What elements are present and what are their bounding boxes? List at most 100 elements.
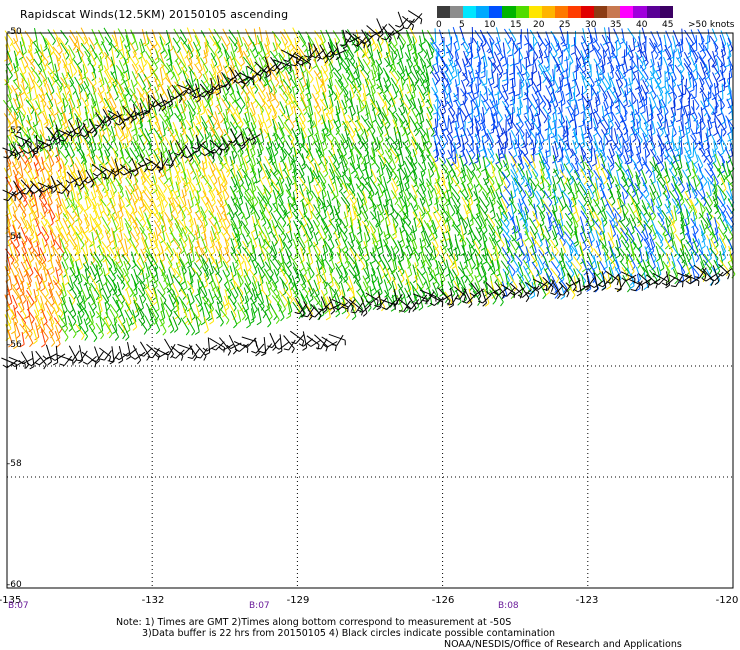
wind-barb	[361, 49, 371, 62]
wind-barb-flag	[538, 61, 544, 66]
wind-barb-flag	[167, 69, 173, 73]
wind-barb-flag	[419, 120, 425, 125]
wind-barb-flag	[453, 93, 459, 98]
wind-barb	[347, 78, 357, 90]
wind-barb	[624, 90, 628, 105]
wind-barb-flag	[216, 140, 221, 145]
wind-barb	[446, 47, 454, 63]
wind-barb-flag	[131, 128, 136, 132]
wind-barb	[13, 37, 21, 52]
wind-barb-flag	[465, 82, 470, 87]
wind-barb	[586, 55, 592, 72]
wind-barb	[365, 168, 370, 183]
wind-barb-flag	[656, 173, 660, 179]
wind-barb	[602, 93, 609, 108]
wind-barb	[336, 100, 341, 113]
wind-barb	[148, 63, 153, 76]
wind-barb-flag	[438, 41, 444, 46]
wind-barb-flag	[128, 158, 133, 164]
wind-barb	[136, 87, 145, 100]
wind-barb	[601, 59, 605, 73]
wind-barb-flag	[267, 104, 272, 109]
wind-barb-flag	[444, 141, 449, 146]
wind-barb	[329, 98, 334, 112]
wind-barb	[672, 35, 677, 52]
wind-barb	[674, 184, 684, 198]
wind-barb-flag	[107, 146, 111, 152]
wind-barb	[3, 113, 12, 124]
wind-barb	[35, 48, 43, 63]
wind-barb	[690, 57, 697, 69]
wind-barb-flag	[624, 194, 629, 200]
wind-barb-flag	[425, 92, 431, 97]
wind-barb	[517, 106, 521, 123]
wind-barb-flag	[275, 180, 280, 186]
wind-barb	[250, 101, 256, 114]
wind-barb-flag	[542, 78, 547, 84]
wind-barb-flag	[42, 68, 47, 73]
wind-barb-flag	[353, 69, 357, 75]
wind-barb-flag	[212, 187, 216, 192]
wind-barb-flag	[589, 49, 594, 53]
wind-barb	[625, 124, 629, 141]
wind-barb	[188, 127, 195, 141]
wind-barb	[567, 107, 574, 120]
wind-barb-flag	[83, 40, 88, 45]
wind-barb-flag	[699, 48, 705, 53]
wind-barb	[657, 85, 664, 99]
wind-barb	[333, 71, 344, 85]
wind-barb	[180, 133, 186, 146]
wind-barb	[123, 79, 130, 94]
wind-barb	[277, 121, 285, 136]
wind-barb	[146, 76, 152, 91]
wind-barb-flag	[591, 91, 596, 97]
wind-barb	[25, 99, 35, 110]
wind-barb	[329, 104, 334, 120]
wind-barb	[618, 98, 621, 113]
wind-barb-flag	[563, 69, 569, 73]
wind-barb	[58, 37, 69, 51]
wind-barb	[708, 59, 711, 72]
wind-barb-flag	[398, 57, 404, 61]
wind-barb	[80, 27, 89, 41]
wind-barb	[55, 55, 61, 70]
wind-barb-flag	[226, 172, 231, 178]
wind-barb-flag	[722, 68, 727, 74]
wind-barb	[262, 98, 272, 111]
wind-barb	[27, 49, 35, 61]
wind-barb-flag	[312, 65, 317, 69]
wind-barb-flag	[295, 40, 300, 45]
wind-barb-flag	[87, 54, 91, 60]
wind-barb	[35, 72, 43, 84]
wind-barb	[385, 72, 392, 85]
wind-barb	[313, 70, 324, 84]
wind-barb	[50, 56, 55, 72]
wind-barb-flag	[502, 63, 507, 67]
wind-barb-flag	[371, 91, 376, 96]
wind-barb-flag	[344, 145, 349, 150]
wind-barb	[322, 43, 329, 56]
wind-barb	[327, 120, 332, 134]
wind-barb	[160, 85, 169, 100]
wind-barb	[306, 48, 310, 62]
wind-barb	[200, 115, 208, 128]
wind-barb-flag	[645, 193, 650, 199]
wind-barb-flag	[14, 110, 20, 115]
wind-barb	[701, 93, 706, 108]
wind-barb	[19, 66, 26, 80]
wind-barb	[98, 29, 105, 42]
wind-barb	[476, 106, 481, 121]
wind-barb	[314, 37, 321, 52]
wind-barb	[21, 78, 26, 93]
wind-barb	[396, 48, 402, 62]
wind-barb	[622, 137, 624, 155]
wind-barb	[62, 160, 67, 177]
wind-barb	[715, 58, 720, 72]
wind-barb	[504, 105, 512, 118]
wind-barb	[229, 56, 235, 69]
wind-barb	[186, 100, 196, 114]
wind-barb-flag	[533, 187, 537, 192]
wind-barb	[47, 29, 56, 42]
wind-barb	[29, 37, 33, 50]
wind-barb	[32, 105, 41, 121]
